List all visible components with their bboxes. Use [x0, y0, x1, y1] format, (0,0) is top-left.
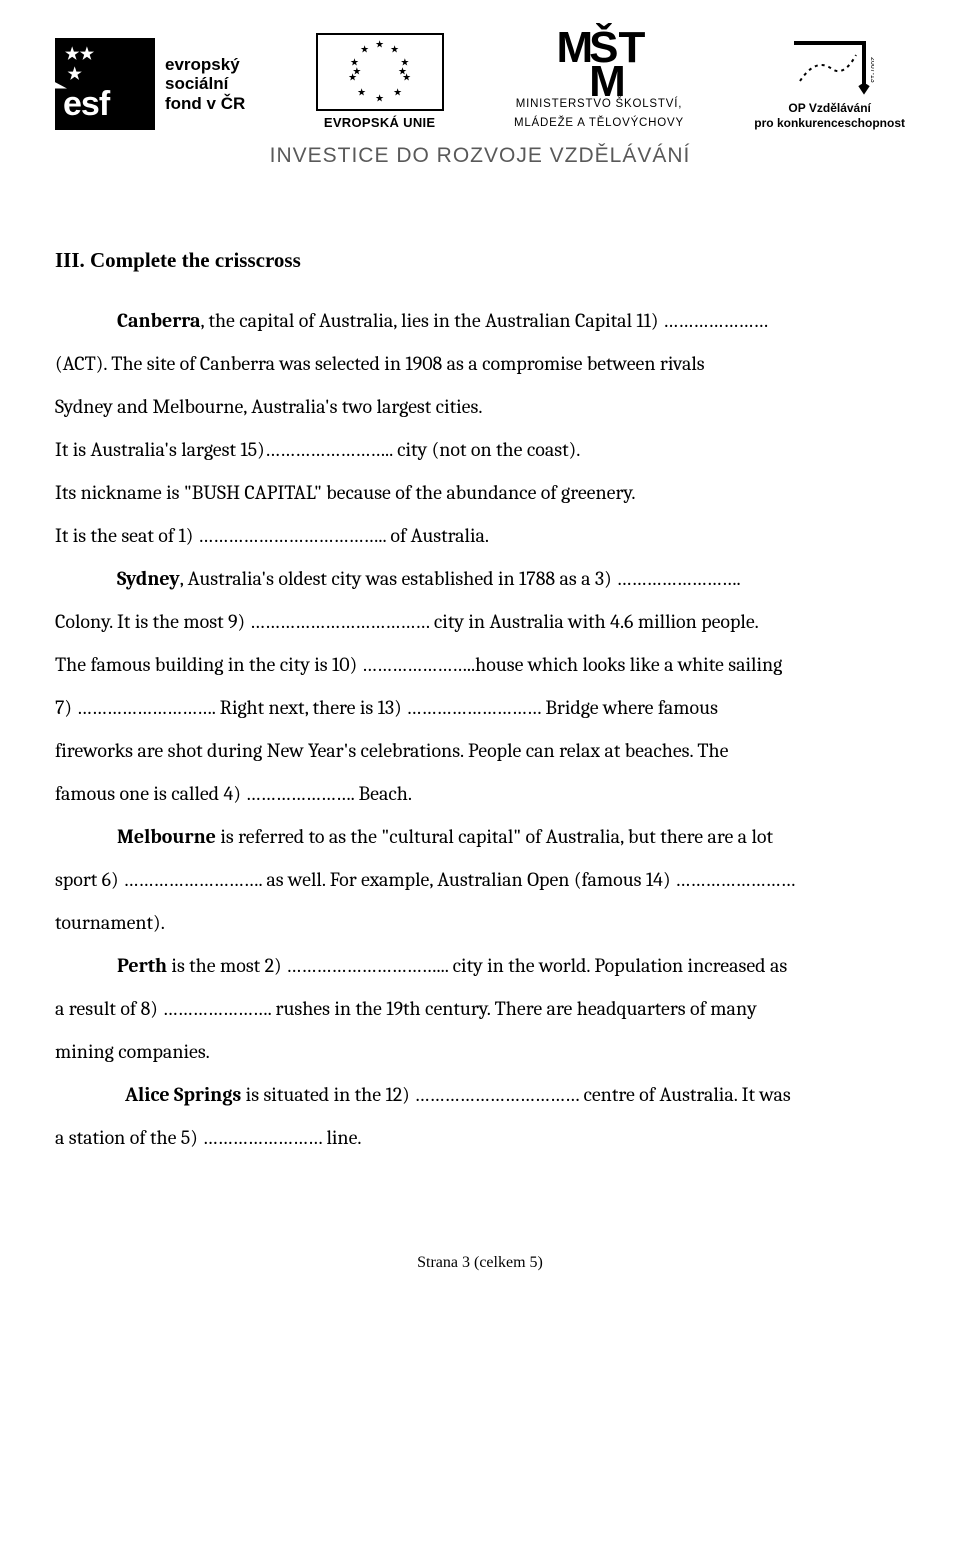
eu-flag-icon: ★★ ★★ ★★ ★★ ★★ ★★: [316, 33, 444, 111]
text-run: a station of the 5) …………………… line.: [55, 1126, 362, 1149]
banner-text: INVESTICE DO ROZVOJE VZDĚLÁVÁNÍ: [55, 144, 905, 168]
page-footer: Strana 3 (celkem 5): [55, 1254, 905, 1272]
text-run: The famous building in the city is 10) ……: [55, 653, 782, 676]
bold-run: Melbourne: [117, 825, 216, 848]
paragraph: Sydney and Melbourne, Australia's two la…: [55, 385, 905, 428]
paragraph: It is the seat of 1) ……………………………….. of A…: [55, 514, 905, 557]
logo-msmt: MŠMT MINISTERSTVO ŠKOLSTVÍ, MLÁDEŽE A TĚ…: [514, 30, 684, 130]
esf-line3: fond v ČR: [165, 94, 245, 114]
text-run: is the most 2) …………………………... city in the…: [167, 954, 787, 977]
text-run: , the capital of Australia, lies in the …: [201, 309, 769, 332]
esf-line1: evropský: [165, 55, 245, 75]
paragraph: Perth is the most 2) …………………………... city …: [55, 944, 905, 987]
text-run: It is Australia's largest 15)…………………….. …: [55, 438, 580, 461]
paragraph: mining companies.: [55, 1030, 905, 1073]
logo-row: ★ ★ ★ esf evropský sociální fond v ČR ★★…: [55, 30, 905, 130]
paragraph: famous one is called 4) …………………. Beach.: [55, 772, 905, 815]
bold-run: Canberra: [117, 309, 201, 332]
paragraph: Melbourne is referred to as the "cultura…: [55, 815, 905, 858]
esf-caption: evropský sociální fond v ČR: [165, 55, 245, 114]
star-icon: ★ ★ ★: [65, 44, 92, 84]
text-run: tournament).: [55, 911, 165, 934]
text-run: a result of 8) …………………. rushes in the 19…: [55, 997, 757, 1020]
paragraph: Sydney, Australia's oldest city was esta…: [55, 557, 905, 600]
text-run: is referred to as the "cultural capital"…: [216, 825, 773, 848]
paragraph: sport 6) ………………………. as well. For example…: [55, 858, 905, 901]
text-run: fireworks are shot during New Year's cel…: [55, 739, 728, 762]
paragraph: fireworks are shot during New Year's cel…: [55, 729, 905, 772]
text-run: 7) ………………………. Right next, there is 13) ……: [55, 696, 718, 719]
paragraph: Its nickname is "BUSH CAPITAL" because o…: [55, 471, 905, 514]
logo-op: 2007-13 OP Vzdělávání pro konkurencescho…: [754, 35, 905, 130]
exercise-body: Canberra, the capital of Australia, lies…: [55, 299, 905, 1159]
esf-badge: ★ ★ ★ esf: [55, 38, 155, 130]
paragraph: a station of the 5) …………………… line.: [55, 1116, 905, 1159]
paragraph: Alice Springs is situated in the 12) …………: [55, 1073, 905, 1116]
text-run: It is the seat of 1) ……………………………….. of A…: [55, 524, 489, 547]
text-run: Its nickname is "BUSH CAPITAL" because o…: [55, 481, 636, 504]
paragraph: (ACT). The site of Canberra was selected…: [55, 342, 905, 385]
eu-caption: EVROPSKÁ UNIE: [316, 115, 444, 130]
logo-eu: ★★ ★★ ★★ ★★ ★★ ★★ EVROPSKÁ UNIE: [316, 33, 444, 130]
paragraph: 7) ………………………. Right next, there is 13) ……: [55, 686, 905, 729]
paragraph: Canberra, the capital of Australia, lies…: [55, 299, 905, 342]
op-caption-1: OP Vzdělávání: [754, 101, 905, 115]
esf-line2: sociální: [165, 74, 245, 94]
op-years: 2007-13: [869, 57, 874, 83]
text-run: mining companies.: [55, 1040, 210, 1063]
text-run: (ACT). The site of Canberra was selected…: [55, 352, 705, 375]
paragraph: tournament).: [55, 901, 905, 944]
bold-run: Sydney: [117, 567, 180, 590]
paragraph: a result of 8) …………………. rushes in the 19…: [55, 987, 905, 1030]
paragraph: The famous building in the city is 10) ……: [55, 643, 905, 686]
paragraph: Colony. It is the most 9) ……………………………… c…: [55, 600, 905, 643]
bold-run: Alice Springs: [125, 1083, 241, 1106]
text-run: sport 6) ………………………. as well. For example…: [55, 868, 795, 891]
section-heading: III. Complete the crisscross: [55, 248, 905, 273]
esf-badge-text: esf: [63, 85, 155, 124]
logo-esf: ★ ★ ★ esf evropský sociální fond v ČR: [55, 38, 245, 130]
op-mark-icon: 2007-13: [786, 35, 874, 97]
text-run: Sydney and Melbourne, Australia's two la…: [55, 395, 482, 418]
text-run: is situated in the 12) …………………………… centr…: [241, 1083, 790, 1106]
paragraph: It is Australia's largest 15)…………………….. …: [55, 428, 905, 471]
op-caption-2: pro konkurenceschopnost: [754, 116, 905, 130]
msmt-caption-2: MLÁDEŽE A TĚLOVÝCHOVY: [514, 116, 684, 130]
text-run: famous one is called 4) …………………. Beach.: [55, 782, 412, 805]
bold-run: Perth: [117, 954, 167, 977]
msmt-glyph-icon: MŠMT: [514, 30, 684, 65]
text-run: Colony. It is the most 9) ……………………………… c…: [55, 610, 759, 633]
text-run: , Australia's oldest city was establishe…: [180, 567, 741, 590]
